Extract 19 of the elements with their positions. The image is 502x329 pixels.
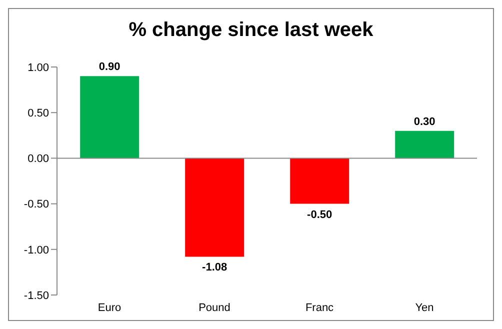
y-tick-label: -0.50 [24, 198, 49, 211]
data-label: -1.08 [202, 262, 228, 274]
y-tick-label: -1.50 [24, 290, 49, 302]
data-label: 0.90 [98, 61, 120, 74]
chart-title: % change since last week [128, 18, 374, 43]
data-label: 0.30 [414, 116, 436, 128]
bar [185, 158, 244, 257]
bar [80, 76, 140, 158]
x-tick-label: Euro [98, 302, 122, 314]
x-tick-label: Yen [415, 302, 434, 314]
y-tick-label: 1.00 [28, 62, 49, 74]
y-tick-label: 0.50 [28, 108, 49, 120]
x-tick-label: Franc [305, 302, 334, 314]
y-tick-label: 0.00 [28, 153, 49, 166]
x-tick-label: Pound [198, 302, 230, 314]
data-label: -0.50 [307, 208, 332, 221]
y-tick-label: -1.00 [24, 244, 49, 256]
bar [395, 130, 454, 158]
bar [290, 158, 350, 204]
